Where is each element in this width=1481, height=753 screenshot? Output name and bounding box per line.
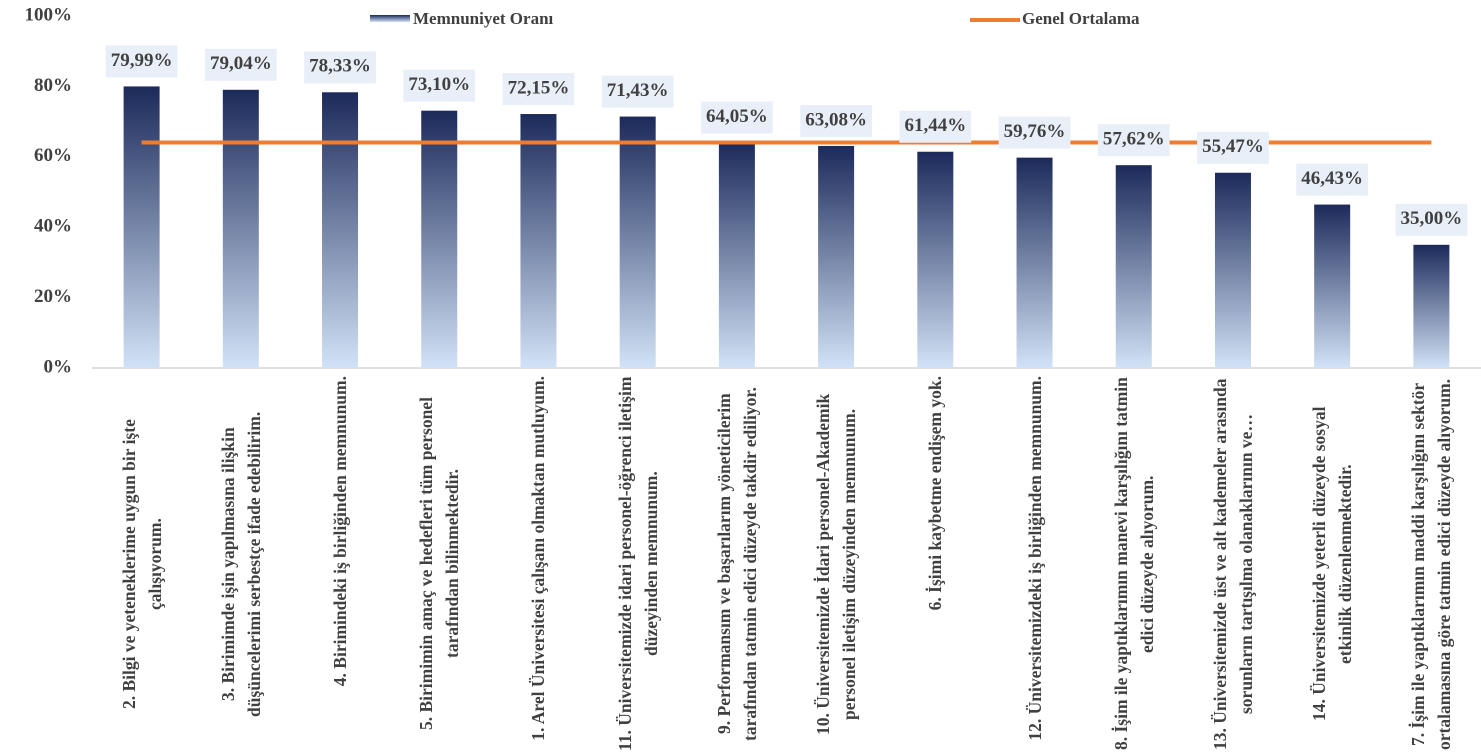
value-label-bg <box>105 45 178 78</box>
bar <box>1214 172 1251 368</box>
value-label-bg <box>502 73 575 106</box>
x-tick-label: 9. Performansım ve başarılarım yöneticil… <box>713 387 760 741</box>
bar <box>1413 244 1450 368</box>
value-label: 71,43% <box>607 80 669 101</box>
value-label-bg <box>899 110 972 143</box>
bar <box>222 89 259 368</box>
bar <box>322 92 359 369</box>
x-tick-label: 7. İşim ile yaptıklarımın maddi karşılığ… <box>1408 378 1455 750</box>
y-tick-label: 0% <box>44 356 73 376</box>
x-tick-label: 14. Üniversitemizde yeterli düzeyde sosy… <box>1309 406 1356 722</box>
x-tick-label: 10. Üniversitemizde İdari personel-Akade… <box>813 393 860 735</box>
x-tick-label-box: 9. Performansım ve başarılarım yöneticil… <box>687 376 786 752</box>
y-tick-label: 60% <box>34 145 72 166</box>
value-label: 73,10% <box>408 74 470 95</box>
x-tick-label-box: 4. Birimindeki iş birliğinden memnunum. <box>290 376 389 752</box>
bar <box>1016 157 1053 368</box>
x-tick-label: 5. Birimimin amaç ve hedefleri tüm perso… <box>416 397 463 731</box>
x-tick-label-box: 11. Üniversitemizde idari personel-öğren… <box>588 376 687 752</box>
x-tick-label-box: 12. Üniversitemizdeki iş birliğinden mem… <box>985 376 1084 752</box>
value-label-bg <box>204 48 277 81</box>
x-tick-label: 4. Birimindeki iş birliğinden memnunum. <box>330 376 351 687</box>
y-tick-label: 80% <box>34 75 72 96</box>
bar <box>619 116 656 368</box>
value-label: 79,04% <box>210 53 272 74</box>
value-label: 63,08% <box>805 109 867 130</box>
value-label-bg <box>1296 163 1369 196</box>
x-tick-label-box: 10. Üniversitemizde İdari personel-Akade… <box>787 376 886 752</box>
y-tick-label: 100% <box>25 4 73 25</box>
value-label-bg <box>1395 203 1468 236</box>
value-label-bg <box>1097 124 1170 157</box>
x-tick-label-box: 2. Bilgi ve yeteneklerime uygun bir işte… <box>92 376 191 752</box>
value-label-bg <box>304 51 376 84</box>
value-label-bg <box>701 101 773 134</box>
legend-label: Memnuniyet Oranı <box>413 9 554 28</box>
x-tick-label-box: 1. Arel Üniversitesi çalışanı olmaktan m… <box>489 376 588 752</box>
y-tick-label: 40% <box>34 216 72 237</box>
x-tick-label: 11. Üniversitemizde idari personel-öğren… <box>614 376 661 752</box>
bar <box>1314 204 1351 368</box>
x-tick-label-box: 6. İşimi kaybetme endişem yok. <box>886 376 985 752</box>
x-tick-label: 2. Bilgi ve yeteneklerime uygun bir işte… <box>118 419 165 709</box>
x-tick-label-box: 8. İşim ile yaptıklarımın manevi karşılı… <box>1084 376 1183 752</box>
value-label: 61,44% <box>904 115 966 136</box>
x-tick-label-box: 5. Birimimin amaç ve hedefleri tüm perso… <box>390 376 489 752</box>
value-label: 57,62% <box>1103 129 1165 150</box>
value-label-bg <box>800 104 872 137</box>
value-label-bg <box>403 69 476 102</box>
plot: 0% 20% 40% 60% 80% 100% 79,99% 79,04% 78,33% 73,1… <box>25 4 1481 376</box>
x-tick-label-box: 13. Üniversitemizde üst ve alt kademeler… <box>1183 376 1282 752</box>
bar <box>917 151 954 368</box>
value-label: 46,43% <box>1301 168 1363 189</box>
bar <box>718 142 755 368</box>
x-tick-label-box: 7. İşim ile yaptıklarımın maddi karşılığ… <box>1382 376 1481 752</box>
x-tick-label: 12. Üniversitemizdeki iş birliğinden mem… <box>1024 376 1045 741</box>
value-label: 78,33% <box>309 56 371 77</box>
value-label: 72,15% <box>508 77 570 98</box>
value-label-bg <box>1197 131 1269 164</box>
value-label: 59,76% <box>1004 121 1066 142</box>
value-label: 55,47% <box>1202 136 1264 157</box>
x-tick-label: 8. İşim ile yaptıklarımın manevi karşılı… <box>1110 377 1157 751</box>
bar <box>123 86 160 368</box>
bar <box>1115 165 1152 368</box>
bar <box>520 114 557 368</box>
x-tick-label: 3. Birimimde işin yapılmasına ilişkin dü… <box>217 411 264 717</box>
x-tick-label: 6. İşimi kaybetme endişem yok. <box>925 376 946 611</box>
bar <box>421 110 458 369</box>
value-label-bg <box>998 116 1071 149</box>
value-label-bg <box>601 75 674 108</box>
value-label: 79,99% <box>111 50 173 71</box>
x-tick-label-box: 14. Üniversitemizde yeterli düzeyde sosy… <box>1283 376 1382 752</box>
x-tick-label-box: 3. Birimimde işin yapılmasına ilişkin dü… <box>191 376 290 752</box>
legend-swatch <box>370 15 410 22</box>
x-tick-label: 1. Arel Üniversitesi çalışanı olmaktan m… <box>528 376 549 741</box>
value-label: 35,00% <box>1401 208 1463 229</box>
legend-label: Genel Ortalama <box>1022 9 1140 28</box>
value-label: 64,05% <box>706 106 768 127</box>
bar <box>818 145 855 368</box>
x-tick-label: 13. Üniversitemizde üst ve alt kademeler… <box>1209 378 1256 750</box>
y-tick-label: 20% <box>34 286 72 307</box>
